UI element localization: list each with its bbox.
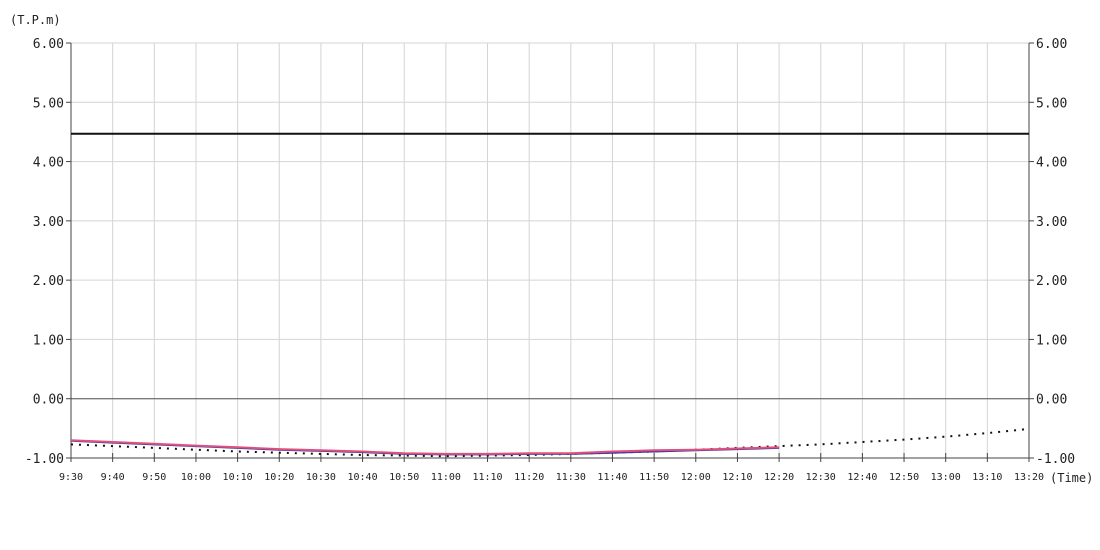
y-tick-label-left: 1.00 — [33, 333, 64, 348]
y-tick-label-right: 1.00 — [1036, 333, 1067, 348]
series-line-3 — [70, 439, 780, 455]
x-tick-label: 10:30 — [306, 472, 336, 483]
x-tick-label: 11:20 — [514, 472, 544, 483]
y-unit-label: (T.P.m) — [10, 13, 61, 27]
y-tick-label-right: 3.00 — [1036, 215, 1067, 230]
x-tick-label: 11:00 — [431, 472, 461, 483]
x-tick-label: 10:40 — [348, 472, 378, 483]
x-tick-label: 13:20 — [1014, 472, 1044, 483]
y-tick-label-left: 5.00 — [33, 96, 64, 111]
x-tick-label: 13:00 — [931, 472, 961, 483]
x-tick-label: 9:40 — [101, 472, 125, 483]
y-tick-label-right: 2.00 — [1036, 274, 1067, 289]
x-tick-label: 9:50 — [142, 472, 166, 483]
y-tick-label-left: -1.00 — [25, 452, 64, 467]
x-tick-label: 11:10 — [472, 472, 502, 483]
x-tick-label: 11:40 — [597, 472, 627, 483]
y-tick-label-left: 4.00 — [33, 156, 64, 171]
x-tick-label: 11:50 — [639, 472, 669, 483]
x-tick-label: 12:50 — [889, 472, 919, 483]
series-layer — [70, 132, 1030, 458]
x-tick-label: 12:30 — [806, 472, 836, 483]
x-tick-label: 12:10 — [722, 472, 752, 483]
x-tick-label: 13:10 — [972, 472, 1002, 483]
y-tick-label-left: 6.00 — [33, 37, 64, 52]
x-tick-label: 10:10 — [223, 472, 253, 483]
x-tick-label: 12:20 — [764, 472, 794, 483]
x-tick-label: 11:30 — [556, 472, 586, 483]
y-tick-label-right: 0.00 — [1036, 393, 1067, 408]
x-unit-label: (Time) — [1050, 471, 1093, 485]
label-layer: 6.00 6.00 5.00 5.00 4.00 4.00 3.00 3.00 2.00 2.00… — [25, 37, 1075, 483]
axis-layer — [66, 42, 1034, 462]
y-tick-label-left: 2.00 — [33, 274, 64, 289]
x-tick-label: 10:50 — [389, 472, 419, 483]
y-tick-label-left: 0.00 — [33, 393, 64, 408]
x-tick-label: 10:00 — [181, 472, 211, 483]
series-line-2 — [70, 439, 780, 456]
grid-layer — [70, 42, 1030, 459]
y-tick-label-right: 4.00 — [1036, 156, 1067, 171]
x-tick-label: 10:20 — [264, 472, 294, 483]
y-tick-label-right: 6.00 — [1036, 37, 1067, 52]
x-tick-label: 12:40 — [847, 472, 877, 483]
y-tick-label-left: 3.00 — [33, 215, 64, 230]
y-tick-label-right: -1.00 — [1036, 452, 1075, 467]
x-tick-label: 9:30 — [59, 472, 83, 483]
x-tick-label: 12:00 — [681, 472, 711, 483]
series-line-1 — [70, 427, 1030, 458]
y-tick-label-right: 5.00 — [1036, 96, 1067, 111]
